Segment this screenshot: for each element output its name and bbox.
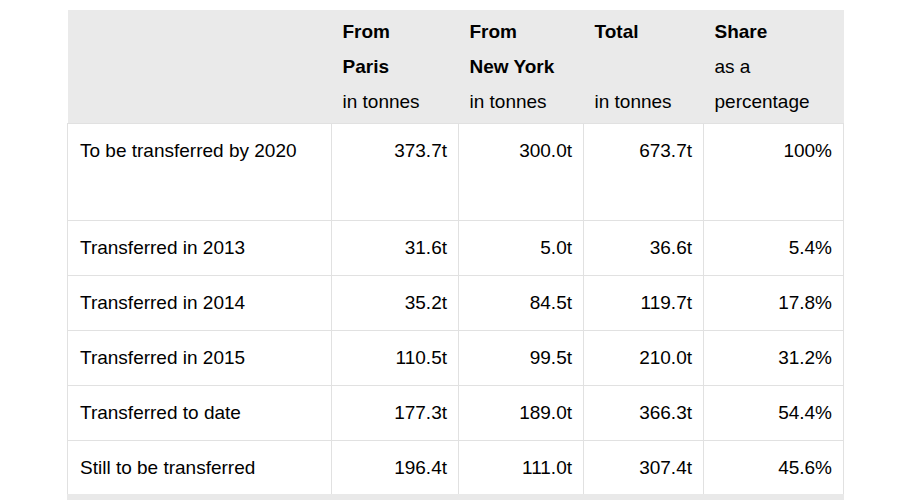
cell-share: 31.2%	[704, 331, 844, 386]
table-header: From Paris in tonnes From New York in to…	[68, 10, 844, 124]
cell-from-new-york: 300.0t	[459, 124, 584, 221]
row-label: Transferred in 2014	[68, 276, 332, 331]
cell-from-paris: 373.7t	[332, 124, 459, 221]
table-row: Transferred in 2015 110.5t 99.5t 210.0t …	[68, 331, 844, 386]
header-from-new-york-line2: New York	[470, 49, 574, 84]
row-label: Transferred in 2013	[68, 221, 332, 276]
cell-from-paris: 35.2t	[332, 276, 459, 331]
cell-from-paris: 110.5t	[332, 331, 459, 386]
gold-transfer-table: From Paris in tonnes From New York in to…	[67, 10, 844, 500]
header-total-line1: Total	[595, 14, 694, 49]
cell-total: 307.4t	[584, 441, 704, 498]
row-label: To be transferred by 2020	[68, 124, 332, 221]
table-row: Still to be transferred 196.4t 111.0t 30…	[68, 441, 844, 498]
cell-share: 54.4%	[704, 386, 844, 441]
cell-total: 210.0t	[584, 331, 704, 386]
header-share-line1: Share	[715, 14, 834, 49]
cell-share: 100%	[704, 124, 844, 221]
page-background: From Paris in tonnes From New York in to…	[0, 0, 900, 500]
cell-from-paris: 196.4t	[332, 441, 459, 498]
header-from-paris-line1: From	[343, 14, 449, 49]
cell-from-paris: 31.6t	[332, 221, 459, 276]
header-from-paris: From Paris in tonnes	[332, 10, 459, 124]
header-from-new-york-unit: in tonnes	[470, 84, 574, 119]
header-share-line3: percentage	[715, 84, 834, 119]
table-body: To be transferred by 2020 373.7t 300.0t …	[68, 124, 844, 498]
row-label: Transferred in 2015	[68, 331, 332, 386]
cell-from-new-york: 5.0t	[459, 221, 584, 276]
table-row: Transferred in 2014 35.2t 84.5t 119.7t 1…	[68, 276, 844, 331]
header-from-paris-unit: in tonnes	[343, 84, 449, 119]
header-total-unit: in tonnes	[595, 84, 694, 119]
row-label: Still to be transferred	[68, 441, 332, 498]
cell-share: 17.8%	[704, 276, 844, 331]
header-from-new-york: From New York in tonnes	[459, 10, 584, 124]
cell-from-new-york: 189.0t	[459, 386, 584, 441]
cell-share: 45.6%	[704, 441, 844, 498]
cell-share: 5.4%	[704, 221, 844, 276]
cell-from-new-york: 111.0t	[459, 441, 584, 498]
cell-total: 36.6t	[584, 221, 704, 276]
cell-total: 119.7t	[584, 276, 704, 331]
cell-from-paris: 177.3t	[332, 386, 459, 441]
header-total: Total in tonnes	[584, 10, 704, 124]
row-label: Transferred to date	[68, 386, 332, 441]
cell-from-new-york: 84.5t	[459, 276, 584, 331]
header-share: Share as a percentage	[704, 10, 844, 124]
table-row: To be transferred by 2020 373.7t 300.0t …	[68, 124, 844, 221]
cell-total: 366.3t	[584, 386, 704, 441]
table-row: Transferred in 2013 31.6t 5.0t 36.6t 5.4…	[68, 221, 844, 276]
header-from-new-york-line1: From	[470, 14, 574, 49]
cell-from-new-york: 99.5t	[459, 331, 584, 386]
header-row: From Paris in tonnes From New York in to…	[68, 10, 844, 124]
cell-total: 673.7t	[584, 124, 704, 221]
header-total-line2	[595, 49, 694, 84]
table-row: Transferred to date 177.3t 189.0t 366.3t…	[68, 386, 844, 441]
header-share-line2: as a	[715, 49, 834, 84]
header-corner-blank	[68, 10, 332, 124]
header-from-paris-line2: Paris	[343, 49, 449, 84]
